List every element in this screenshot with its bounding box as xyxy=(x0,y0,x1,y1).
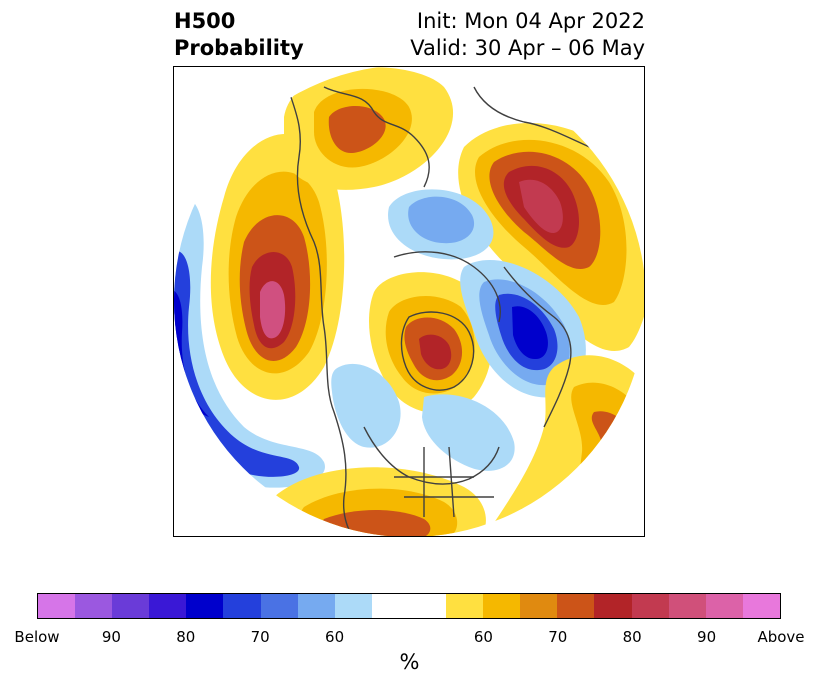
probability-field xyxy=(174,67,644,536)
colorbar-segment xyxy=(186,594,224,618)
colorbar-segment xyxy=(631,594,669,618)
colorbar-segment xyxy=(668,594,706,618)
colorbar-segment xyxy=(520,594,558,618)
anomaly-contour xyxy=(260,281,286,339)
anomaly-contour xyxy=(422,394,515,471)
anomaly-contour xyxy=(519,179,563,234)
colorbar-tick-label: 70 xyxy=(548,628,568,646)
colorbar-segment xyxy=(371,594,409,618)
colorbar-segment xyxy=(705,594,743,618)
europe-below-anomaly xyxy=(460,260,586,398)
title-left: H500 Probability xyxy=(174,8,304,62)
colorbar-unit-label: % xyxy=(399,650,420,674)
colorbar-tick-label: 60 xyxy=(325,628,345,646)
init-date-label: Init: Mon 04 Apr 2022 xyxy=(416,9,645,33)
arctic-above-anomaly xyxy=(369,272,493,414)
colorbar-segment xyxy=(483,594,521,618)
north-america-below-anomaly xyxy=(331,363,515,471)
colorbar-segment xyxy=(149,594,187,618)
pacific-above-anomaly xyxy=(210,133,345,400)
colorbar-tick-label: Above xyxy=(757,628,805,646)
north-above-anomaly xyxy=(284,67,454,190)
valid-range-label: Valid: 30 Apr – 06 May xyxy=(410,36,645,60)
colorbar-segment xyxy=(742,594,780,618)
south-above-anomaly xyxy=(270,467,486,536)
anomaly-contour xyxy=(512,306,548,360)
colorbar-tick-label: Below xyxy=(14,628,60,646)
polar-stereographic-map xyxy=(174,67,644,536)
colorbar-tick-label: 90 xyxy=(101,628,121,646)
colorbar-segment xyxy=(112,594,150,618)
colorbar-segment xyxy=(408,594,447,618)
siberia-below-anomaly xyxy=(388,189,494,260)
title-right: Init: Mon 04 Apr 2022 Valid: 30 Apr – 06… xyxy=(410,8,645,62)
northeast-above-anomaly xyxy=(458,123,644,351)
colorbar-tick-label: 70 xyxy=(250,628,270,646)
coastline-overlay xyxy=(283,76,644,536)
map-panel xyxy=(173,66,645,537)
product-title: Probability xyxy=(174,36,304,60)
colorbar-segment xyxy=(594,594,632,618)
colorbar-tick-label: 60 xyxy=(473,628,493,646)
colorbar-segment xyxy=(557,594,595,618)
colorbar-segment xyxy=(446,594,484,618)
colorbar-segment xyxy=(297,594,335,618)
anomaly-contour xyxy=(331,363,401,448)
anomaly-contour xyxy=(591,411,636,507)
colorbar-segment xyxy=(38,594,76,618)
colorbar-segment xyxy=(75,594,113,618)
anomaly-contour xyxy=(571,382,644,527)
colorbar-tick-label: 80 xyxy=(176,628,196,646)
colorbar-segment xyxy=(223,594,261,618)
colorbar-tick-label: 80 xyxy=(622,628,642,646)
anomaly-contour xyxy=(408,196,475,244)
colorbar-segment xyxy=(334,594,372,618)
colorbar-segment xyxy=(260,594,298,618)
anomaly-contour xyxy=(328,105,386,154)
variable-title: H500 xyxy=(174,9,236,33)
colorbar-tick-label: 90 xyxy=(697,628,717,646)
colorbar xyxy=(37,593,781,619)
anomaly-contour xyxy=(419,334,452,370)
